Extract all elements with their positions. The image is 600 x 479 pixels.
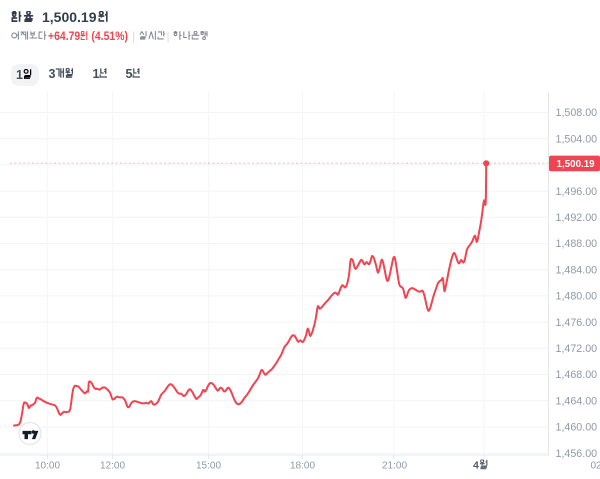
svg-text:4: 4 <box>473 460 479 472</box>
svg-text:10:00: 10:00 <box>35 461 60 472</box>
svg-text:1,492.00: 1,492.00 <box>556 212 598 224</box>
svg-text:1,504.00: 1,504.00 <box>556 133 598 145</box>
svg-text:1,472.00: 1,472.00 <box>556 343 598 355</box>
svg-text:1,460.00: 1,460.00 <box>556 422 598 434</box>
svg-text:1,508.00: 1,508.00 <box>556 107 598 119</box>
svg-text:1,480.00: 1,480.00 <box>556 291 598 303</box>
svg-text:02:00: 02:00 <box>590 461 600 472</box>
svg-text:1,456.00: 1,456.00 <box>556 448 598 460</box>
svg-text:1,464.00: 1,464.00 <box>556 395 598 407</box>
svg-text:1,500.19: 1,500.19 <box>557 159 596 170</box>
svg-text:1,476.00: 1,476.00 <box>556 317 598 329</box>
svg-text:18:00: 18:00 <box>290 461 315 472</box>
svg-text:1,468.00: 1,468.00 <box>556 369 598 381</box>
svg-text:1,496.00: 1,496.00 <box>556 186 598 198</box>
svg-text:1,488.00: 1,488.00 <box>556 238 598 250</box>
svg-text:1,484.00: 1,484.00 <box>556 264 598 276</box>
svg-text:21:00: 21:00 <box>382 461 407 472</box>
svg-text:15:00: 15:00 <box>196 461 221 472</box>
svg-text:12:00: 12:00 <box>100 461 125 472</box>
